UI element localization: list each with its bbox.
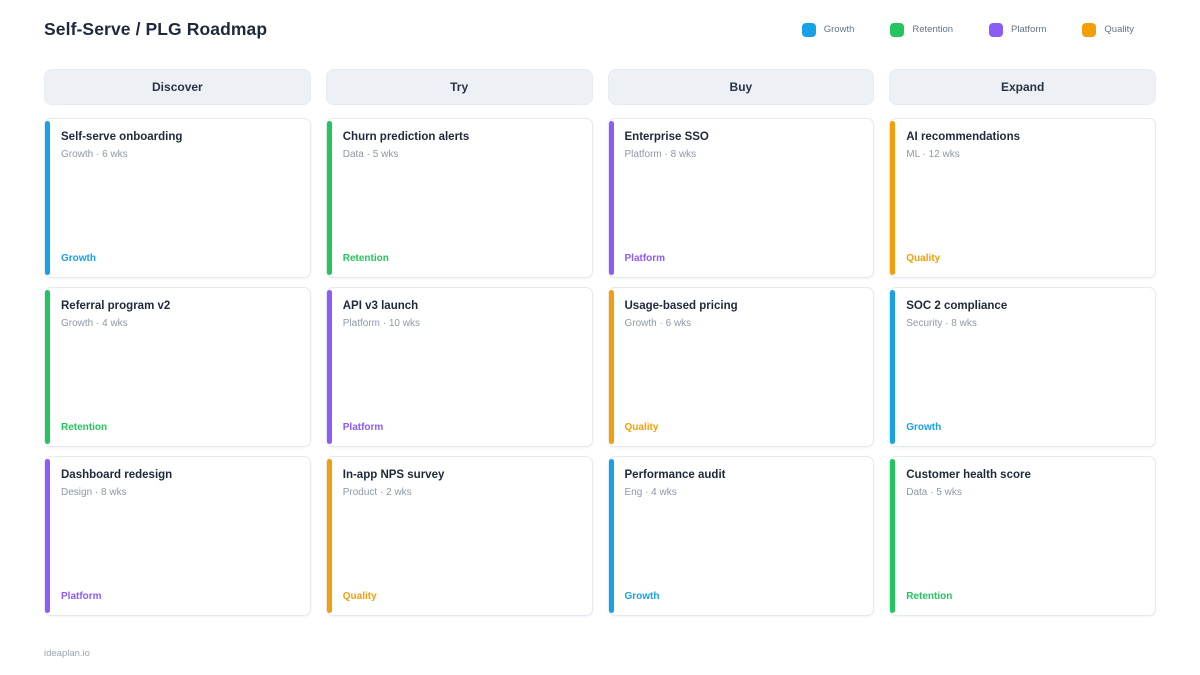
card-title: Churn prediction alerts xyxy=(342,131,470,143)
card-accent-bar xyxy=(608,459,614,613)
card-meta: Design · 8 wks xyxy=(61,487,127,498)
legend-label: Retention xyxy=(912,24,954,35)
roadmap-card[interactable]: API v3 launch Platform · 10 wks Platform xyxy=(325,287,593,447)
page-title: Self-Serve / PLG Roadmap xyxy=(44,19,268,39)
legend-label: Quality xyxy=(1104,24,1134,35)
card-tag: Platform xyxy=(624,253,666,264)
card-tag: Quality xyxy=(906,253,941,264)
roadmap-card[interactable]: In-app NPS survey Product · 2 wks Qualit… xyxy=(325,456,593,616)
roadmap-card[interactable]: Self-serve onboarding Growth · 6 wks Gro… xyxy=(44,118,311,278)
card-accent-bar xyxy=(608,121,614,275)
column-header-try: Try xyxy=(325,69,593,105)
column-cards: Enterprise SSO Platform · 8 wks Platform… xyxy=(607,118,875,616)
roadmap-card[interactable]: Dashboard redesign Design · 8 wks Platfo… xyxy=(44,456,311,616)
column-buy: Buy Enterprise SSO Platform · 8 wks Plat… xyxy=(607,69,875,616)
roadmap-card[interactable]: Customer health score Data · 5 wks Reten… xyxy=(889,456,1156,616)
card-accent-bar xyxy=(45,290,50,444)
column-cards: Churn prediction alerts Data · 5 wks Ret… xyxy=(325,118,593,616)
card-accent-bar xyxy=(890,121,896,275)
roadmap-card[interactable]: SOC 2 compliance Security · 8 wks Growth xyxy=(889,287,1156,447)
card-tag: Platform xyxy=(342,422,384,433)
roadmap-card[interactable]: Performance audit Eng · 4 wks Growth xyxy=(607,456,875,616)
card-title: Enterprise SSO xyxy=(624,131,709,143)
column-try: Try Churn prediction alerts Data · 5 wks… xyxy=(325,69,593,616)
platform-swatch-icon xyxy=(989,22,1004,37)
footer-watermark: ideaplan.io xyxy=(44,648,90,659)
quality-swatch-icon xyxy=(1082,22,1097,37)
legend-label: Platform xyxy=(1011,24,1047,35)
card-tag: Retention xyxy=(906,591,953,602)
card-meta: Platform · 10 wks xyxy=(342,318,420,329)
legend-item-retention: Retention xyxy=(890,22,954,37)
card-tag: Quality xyxy=(624,422,659,433)
card-meta: Data · 5 wks xyxy=(906,487,962,498)
column-discover: Discover Self-serve onboarding Growth · … xyxy=(44,69,311,616)
card-meta: Product · 2 wks xyxy=(342,487,412,498)
card-meta: Growth · 6 wks xyxy=(624,318,692,329)
roadmap-page: Self-Serve / PLG Roadmap Growth Retentio… xyxy=(44,19,1156,659)
card-title: Self-serve onboarding xyxy=(61,131,183,143)
card-accent-bar xyxy=(326,459,332,613)
column-expand: Expand AI recommendations ML · 12 wks Qu… xyxy=(889,69,1156,616)
card-title: Customer health score xyxy=(906,469,1031,481)
card-accent-bar xyxy=(45,459,50,613)
card-meta: Platform · 8 wks xyxy=(624,149,697,160)
card-tag: Growth xyxy=(624,591,660,602)
card-title: Performance audit xyxy=(624,469,726,481)
roadmap-card[interactable]: AI recommendations ML · 12 wks Quality xyxy=(889,118,1156,278)
topbar: Self-Serve / PLG Roadmap Growth Retentio… xyxy=(44,19,1156,40)
card-accent-bar xyxy=(608,290,614,444)
column-header-discover: Discover xyxy=(44,69,311,105)
card-meta: Growth · 4 wks xyxy=(61,318,128,329)
legend: Growth Retention Platform Quality xyxy=(801,22,1134,37)
roadmap-card[interactable]: Referral program v2 Growth · 4 wks Reten… xyxy=(44,287,311,447)
card-title: Referral program v2 xyxy=(61,300,171,312)
card-tag: Quality xyxy=(342,591,377,602)
legend-item-platform: Platform xyxy=(989,22,1047,37)
card-accent-bar xyxy=(45,121,50,275)
roadmap-card[interactable]: Usage-based pricing Growth · 6 wks Quali… xyxy=(607,287,875,447)
roadmap-board: Discover Self-serve onboarding Growth · … xyxy=(44,69,1156,616)
card-title: In-app NPS survey xyxy=(342,469,445,481)
growth-swatch-icon xyxy=(801,22,816,37)
card-accent-bar xyxy=(326,290,332,444)
card-meta: ML · 12 wks xyxy=(906,149,960,160)
card-tag: Growth xyxy=(906,422,942,433)
card-title: SOC 2 compliance xyxy=(906,300,1008,312)
legend-label: Growth xyxy=(823,24,855,35)
card-accent-bar xyxy=(890,459,896,613)
column-header-expand: Expand xyxy=(889,69,1156,105)
column-cards: AI recommendations ML · 12 wks Quality S… xyxy=(889,118,1156,616)
roadmap-card[interactable]: Churn prediction alerts Data · 5 wks Ret… xyxy=(325,118,593,278)
roadmap-card[interactable]: Enterprise SSO Platform · 8 wks Platform xyxy=(607,118,875,278)
card-meta: Data · 5 wks xyxy=(342,149,399,160)
card-tag: Retention xyxy=(342,253,389,264)
card-tag: Retention xyxy=(61,422,108,433)
legend-item-growth: Growth xyxy=(801,22,855,37)
card-title: Usage-based pricing xyxy=(624,300,738,312)
card-title: API v3 launch xyxy=(342,300,419,312)
card-title: AI recommendations xyxy=(906,131,1020,143)
card-meta: Growth · 6 wks xyxy=(61,149,128,160)
column-header-buy: Buy xyxy=(607,69,875,105)
column-cards: Self-serve onboarding Growth · 6 wks Gro… xyxy=(44,118,311,616)
card-meta: Eng · 4 wks xyxy=(624,487,677,498)
card-meta: Security · 8 wks xyxy=(906,318,977,329)
retention-swatch-icon xyxy=(890,22,905,37)
card-accent-bar xyxy=(326,121,332,275)
card-accent-bar xyxy=(890,290,896,444)
card-tag: Platform xyxy=(61,591,102,602)
legend-item-quality: Quality xyxy=(1082,22,1134,37)
card-title: Dashboard redesign xyxy=(61,469,173,481)
card-tag: Growth xyxy=(61,253,96,264)
